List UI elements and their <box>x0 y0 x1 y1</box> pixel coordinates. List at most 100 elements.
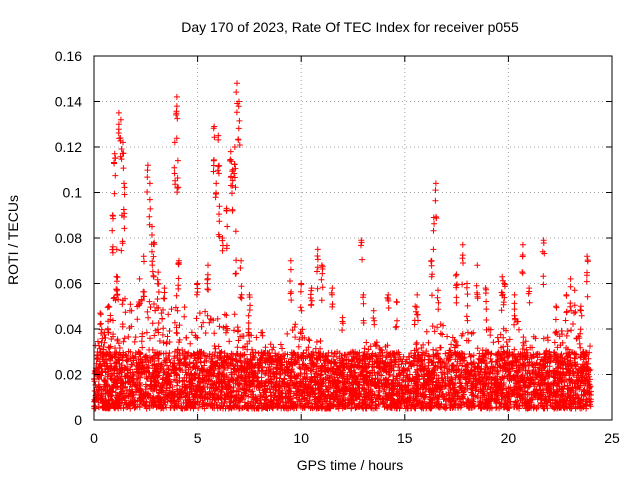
roti-spike-point <box>111 190 118 197</box>
roti-spike-point <box>233 109 240 116</box>
roti-spike-point <box>464 302 471 309</box>
roti-spike-point <box>193 291 200 298</box>
roti-spike-peak <box>231 144 238 150</box>
roti-spike-point <box>204 271 211 278</box>
roti-spike-point <box>460 260 466 266</box>
roti-spike-point <box>161 295 168 302</box>
roti-spike-point <box>360 320 367 326</box>
y-tick-label: 0.16 <box>55 48 82 64</box>
roti-spike-point <box>371 317 378 324</box>
roti-spike-point <box>464 291 471 298</box>
roti-spike-point <box>97 320 104 327</box>
roti-spike-point <box>452 272 459 279</box>
roti-spike-point <box>432 187 439 194</box>
roti-spike-point <box>210 156 217 163</box>
roti-spike-peak <box>370 307 377 314</box>
roti-spike-peak <box>161 285 168 292</box>
roti-spike-point <box>584 293 591 300</box>
roti-spike-point <box>429 292 435 299</box>
roti-spike-peak <box>453 271 460 278</box>
roti-spike-point <box>571 310 578 317</box>
roti-spike-peak <box>111 150 118 157</box>
roti-spike-point <box>584 257 591 264</box>
roti-spike-peak <box>151 239 158 246</box>
roti-spike-point <box>413 304 420 311</box>
roti-spike-point <box>173 135 180 142</box>
roti-spike-point <box>229 190 235 197</box>
roti-spike-point <box>432 197 439 204</box>
roti-spike-peak <box>136 275 143 282</box>
roti-spike-point <box>298 307 305 314</box>
roti-spike-peak <box>511 291 518 298</box>
ticks-layer <box>93 55 613 421</box>
roti-spike-peak <box>360 291 367 298</box>
roti-spike-point <box>113 273 120 280</box>
roti-spike-point <box>144 189 151 195</box>
roti-spike-point <box>211 134 218 141</box>
roti-spike-point <box>106 304 113 310</box>
roti-spike-point <box>329 301 336 308</box>
roti-spike-point <box>314 256 321 263</box>
roti-spike-point <box>237 265 244 271</box>
roti-spike-point <box>216 162 223 169</box>
roti-spike-point <box>571 302 578 309</box>
roti-spike-peak <box>414 291 421 298</box>
roti-spike-peak <box>519 241 526 248</box>
roti-spike-point <box>235 125 242 132</box>
roti-spike-peak <box>246 291 253 298</box>
roti-spike-point <box>453 284 460 291</box>
roti-spike-point <box>459 252 466 259</box>
roti-spike-point <box>204 286 211 293</box>
roti-spike-point <box>173 108 180 115</box>
roti-spike-peak <box>358 237 365 244</box>
x-tick-label: 20 <box>501 430 517 446</box>
roti-spike-peak <box>577 303 584 310</box>
roti-spike-point <box>232 270 239 277</box>
roti-spike-point <box>216 218 223 225</box>
roti-spike-point <box>360 300 367 307</box>
roti-spike-point <box>112 172 119 179</box>
roti-spike-point <box>154 296 161 302</box>
roti-spike-point <box>174 175 181 181</box>
roti-spike-point <box>411 321 418 328</box>
roti-spike-point <box>434 294 441 301</box>
roti-spike-point <box>314 268 320 275</box>
roti-spike-peak <box>121 180 127 187</box>
roti-spike-point <box>297 288 304 295</box>
y-tick-label: 0.12 <box>55 139 82 155</box>
roti-spike-point <box>307 291 314 298</box>
roti-spike-point <box>232 165 239 172</box>
roti-spike-point <box>216 211 222 218</box>
roti-spike-point <box>121 213 127 220</box>
roti-spike-point <box>308 301 315 308</box>
roti-spike-point <box>577 326 584 333</box>
roti-spike-point <box>287 266 294 273</box>
roti-spike-point <box>540 281 547 288</box>
roti-spike-point <box>149 248 155 255</box>
roti-spike-peak <box>205 262 211 269</box>
roti-spike-point <box>229 206 236 213</box>
roti-spike-point <box>229 182 236 189</box>
roti-spike-point <box>172 181 179 188</box>
roti-spike-point <box>319 270 326 277</box>
roti-spike-point <box>339 327 346 334</box>
roti-spike-peak <box>113 246 120 253</box>
roti-spike-point <box>149 268 156 275</box>
roti-spike-peak <box>155 269 162 276</box>
roti-spike-point <box>519 270 526 277</box>
roti-spike-peak <box>234 80 240 87</box>
roti-spike-point <box>109 227 116 234</box>
roti-spike-peak <box>120 139 126 146</box>
roti-spike-peak <box>229 166 236 173</box>
roti-spike-point <box>238 283 245 290</box>
roti-spike-point <box>149 258 156 265</box>
y-tick-label: 0 <box>74 412 82 428</box>
roti-spike-peak <box>115 109 122 116</box>
roti-spike-point <box>175 184 182 191</box>
roti-spike-point <box>567 283 574 290</box>
roti-spike-point <box>120 206 127 213</box>
roti-spike-point <box>552 329 559 336</box>
roti-spike-point <box>314 285 321 292</box>
x-tick-label: 5 <box>194 430 202 446</box>
roti-spike-point <box>118 146 125 152</box>
